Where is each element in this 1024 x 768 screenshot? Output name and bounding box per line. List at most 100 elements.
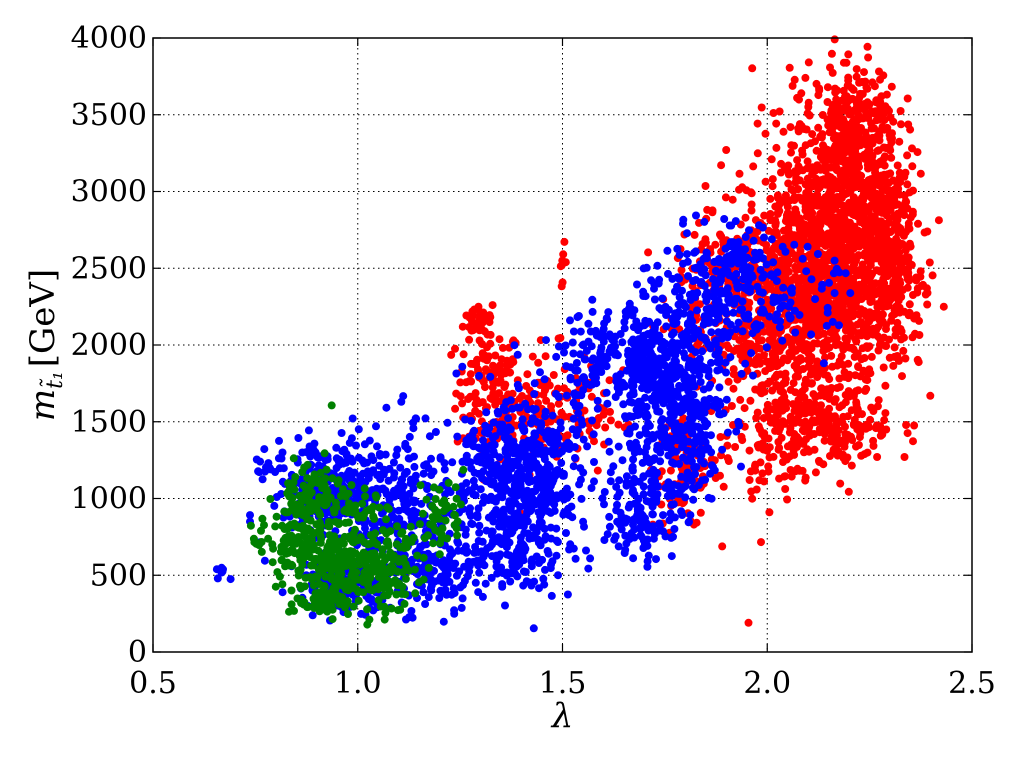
blue-point: [525, 534, 534, 543]
blue-point: [270, 501, 279, 510]
red-point: [813, 161, 822, 170]
red-point: [939, 302, 948, 311]
red-point: [787, 351, 796, 360]
red-point: [534, 399, 542, 408]
red-point: [557, 408, 566, 417]
red-point: [465, 335, 474, 344]
red-point: [523, 370, 532, 379]
red-point: [877, 171, 886, 180]
red-point: [874, 396, 883, 405]
red-point: [842, 275, 851, 284]
red-point: [884, 195, 893, 204]
blue-point: [406, 479, 415, 488]
red-point: [882, 342, 891, 350]
red-point: [848, 117, 857, 126]
red-point: [827, 351, 836, 360]
red-point: [723, 341, 731, 350]
blue-point: [376, 475, 385, 484]
red-point: [489, 361, 497, 370]
red-point: [727, 402, 736, 410]
red-point: [867, 283, 876, 292]
blue-point: [260, 556, 269, 565]
blue-point: [538, 555, 547, 564]
blue-point: [399, 392, 408, 401]
red-point: [903, 151, 912, 160]
blue-point: [477, 547, 486, 556]
blue-point: [394, 488, 403, 497]
red-point: [816, 178, 825, 187]
red-point: [816, 219, 825, 227]
red-point: [889, 277, 898, 286]
red-point: [879, 250, 888, 259]
red-point: [766, 194, 775, 203]
blue-point: [254, 467, 263, 476]
red-point: [717, 161, 726, 170]
blue-point: [514, 450, 523, 459]
blue-point: [527, 460, 536, 469]
red-point: [837, 173, 846, 181]
red-point: [844, 487, 853, 496]
blue-point: [550, 443, 559, 452]
blue-point: [675, 293, 684, 302]
red-point: [816, 132, 825, 141]
blue-point: [465, 439, 474, 448]
blue-point: [650, 279, 659, 288]
red-point: [844, 73, 853, 82]
blue-point: [540, 580, 549, 589]
blue-point: [454, 546, 462, 555]
red-point: [898, 372, 906, 381]
red-point: [877, 112, 886, 121]
red-point: [736, 395, 745, 404]
blue-point: [554, 571, 562, 580]
blue-point: [475, 528, 484, 537]
red-point: [462, 378, 471, 387]
blue-point: [589, 430, 598, 439]
red-point: [805, 431, 814, 440]
red-point: [854, 441, 863, 449]
blue-point: [489, 517, 498, 526]
blue-point: [487, 441, 496, 450]
blue-point: [517, 422, 526, 430]
red-point: [821, 196, 830, 205]
blue-point: [516, 485, 525, 494]
blue-point: [372, 422, 380, 431]
red-point: [810, 198, 818, 207]
blue-point: [373, 442, 381, 451]
red-point: [853, 349, 862, 358]
red-point: [872, 309, 881, 318]
blue-point: [530, 379, 539, 388]
blue-point: [258, 475, 267, 484]
red-point: [833, 447, 842, 456]
blue-point: [618, 338, 627, 347]
red-point: [794, 395, 803, 404]
red-point: [803, 157, 812, 166]
red-point: [844, 50, 853, 59]
red-point: [791, 388, 800, 397]
blue-point: [556, 418, 565, 427]
blue-point: [583, 442, 592, 451]
blue-point: [568, 338, 577, 347]
red-point: [844, 359, 853, 368]
red-point: [889, 117, 898, 126]
blue-point: [390, 469, 399, 478]
blue-point: [456, 583, 465, 592]
blue-point: [604, 437, 613, 446]
red-point: [826, 328, 835, 337]
red-point: [903, 283, 912, 292]
blue-point: [450, 609, 459, 618]
blue-point: [407, 607, 416, 615]
blue-point: [337, 429, 346, 437]
red-point: [458, 322, 467, 331]
red-point: [827, 186, 836, 195]
blue-point: [503, 550, 511, 559]
red-point: [707, 455, 716, 464]
red-point: [462, 311, 471, 320]
red-point: [834, 200, 843, 209]
red-point: [787, 472, 796, 481]
red-point: [790, 418, 799, 427]
blue-point: [462, 479, 471, 487]
red-point: [587, 392, 596, 401]
red-point: [908, 162, 917, 171]
red-point: [890, 284, 899, 293]
